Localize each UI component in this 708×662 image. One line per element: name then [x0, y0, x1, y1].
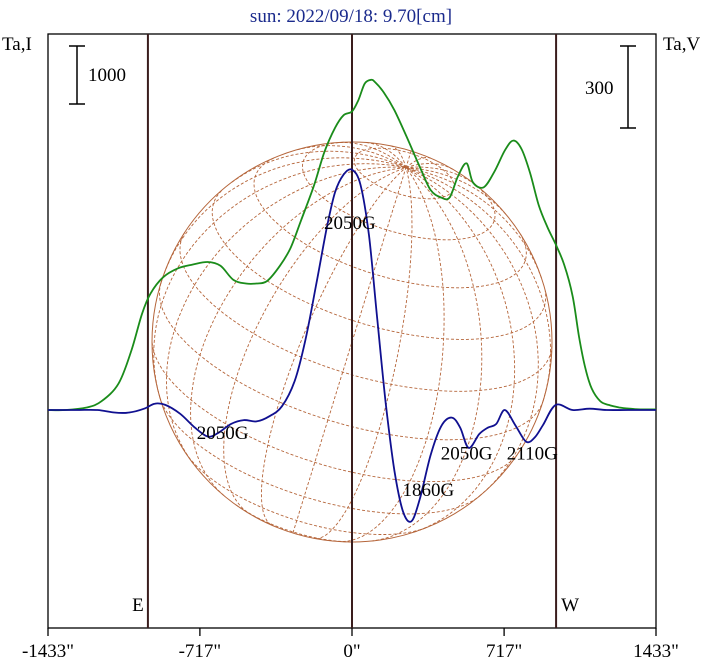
latitude-line [253, 157, 527, 289]
left-scale-bar: 1000 [69, 45, 126, 105]
x-tick-label: 1433" [633, 641, 679, 662]
longitude-line [405, 166, 476, 185]
longitude-line [190, 167, 407, 496]
x-tick-label: 0" [343, 641, 360, 662]
right-scale-bar-label: 300 [585, 78, 614, 99]
longitude-line [405, 150, 412, 168]
longitude-line [166, 166, 407, 464]
left-scale-bar-label: 1000 [88, 65, 126, 86]
longitude-line [405, 167, 539, 497]
annotation-label: 2050G [197, 423, 249, 444]
latitude-line [179, 231, 553, 392]
right-scale-bar: 300 [585, 45, 636, 129]
right-axis-label: Ta,V [663, 34, 700, 55]
longitude-line [297, 145, 407, 168]
longitude-line [315, 167, 413, 540]
sun-grid [151, 141, 553, 543]
longitude-line [231, 150, 407, 183]
longitude-line [342, 167, 445, 543]
latitude-line [151, 342, 518, 483]
series-line-green [47, 78, 657, 412]
limb-marker-label: W [561, 595, 579, 616]
longitude-line [405, 167, 551, 402]
annotation-label: 2110G [507, 443, 558, 464]
x-tick-label: -717" [179, 641, 222, 662]
chart-title: sun: 2022/09/18: 9.70[cm] [250, 6, 452, 27]
longitude-line [153, 163, 407, 398]
longitude-line [366, 142, 407, 168]
longitude-line [390, 145, 407, 168]
longitude-line [370, 167, 483, 542]
limb-marker-label: E [132, 595, 144, 616]
latitude-line [211, 190, 547, 340]
longitude-line [160, 157, 407, 284]
longitude-line [405, 167, 542, 279]
x-tick-label: -1433" [22, 641, 74, 662]
annotation-label: 2050G [324, 213, 376, 234]
annotation-label: 1860G [403, 480, 455, 501]
longitude-line [405, 163, 454, 170]
latitude-line [235, 504, 356, 543]
x-tick-label: 717" [486, 641, 522, 662]
series-line-blue [48, 168, 656, 523]
annotation-label: 2050G [441, 443, 493, 464]
longitude-line [405, 157, 432, 168]
longitude-line [260, 167, 407, 526]
left-axis-label: Ta,I [2, 34, 32, 55]
